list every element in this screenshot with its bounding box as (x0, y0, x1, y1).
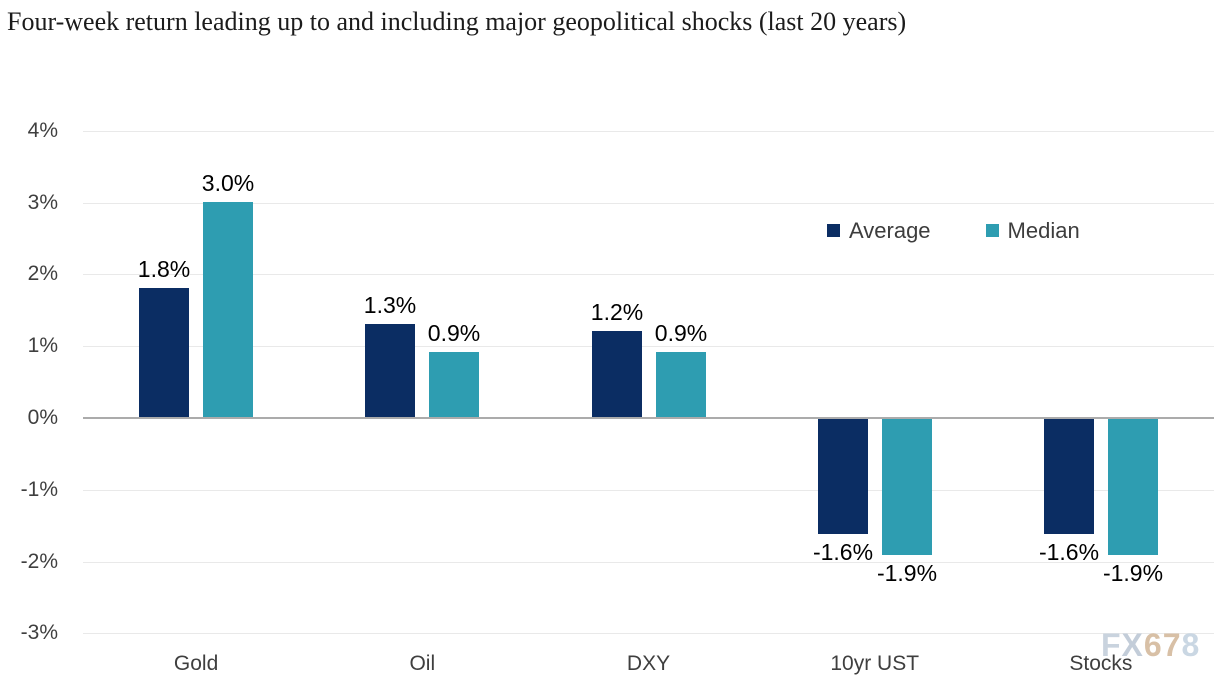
gridline (83, 203, 1214, 204)
y-tick-label: 4% (27, 119, 58, 142)
gridline (83, 562, 1214, 563)
bar (1108, 419, 1158, 555)
x-category-label: Gold (173, 652, 219, 675)
bar-value-label: -1.9% (876, 560, 938, 586)
zero-gridline (83, 417, 1214, 419)
y-tick-label: 2% (27, 262, 58, 285)
bar (656, 352, 706, 417)
bar (818, 419, 868, 534)
bar-value-label: 1.2% (590, 299, 644, 325)
legend-label-average: Average (849, 218, 931, 243)
bar-value-label: 0.9% (427, 320, 481, 346)
bar-value-label: -1.6% (1038, 539, 1100, 565)
bar-value-label: 3.0% (201, 170, 255, 196)
bar-value-label: 1.8% (137, 256, 191, 282)
bar (429, 352, 479, 417)
x-category-label: Oil (409, 652, 436, 675)
watermark-char: F (1101, 627, 1122, 663)
gridline (83, 346, 1214, 347)
legend-item-median: Median (985, 217, 1080, 244)
legend-item-average: Average (827, 217, 931, 244)
bar (1044, 419, 1094, 534)
gridline (83, 131, 1214, 132)
gridline (83, 274, 1214, 275)
y-tick-label: -3% (20, 621, 58, 644)
bar (365, 324, 415, 417)
x-category-label: 10yr UST (830, 652, 920, 675)
legend-label-median: Median (1007, 218, 1080, 243)
watermark-char: 6 (1143, 627, 1163, 663)
y-tick-label: 3% (27, 191, 58, 214)
x-category-label: Stocks (1069, 652, 1133, 675)
gridline (83, 633, 1214, 634)
bar-value-label: 0.9% (654, 320, 708, 346)
bar-value-label: -1.6% (812, 539, 874, 565)
gridline (83, 490, 1214, 491)
average-swatch-icon (827, 224, 840, 237)
bar (592, 331, 642, 417)
legend: Average Median (827, 217, 1080, 244)
chart-title: Four-week return leading up to and inclu… (7, 7, 907, 36)
bar (882, 419, 932, 555)
y-tick-label: -2% (20, 550, 58, 573)
watermark: FX678 (1101, 627, 1200, 664)
y-tick-label: 1% (27, 334, 58, 357)
watermark-char: X (1121, 627, 1144, 663)
y-tick-label: -1% (20, 478, 58, 501)
bar-value-label: -1.9% (1102, 560, 1164, 586)
median-swatch-icon (985, 224, 999, 237)
bar (203, 202, 253, 417)
y-tick-label: 0% (27, 406, 58, 429)
bar-value-label: 1.3% (363, 292, 417, 318)
watermark-char: 8 (1181, 627, 1201, 663)
bar (139, 288, 189, 417)
x-category-label: DXY (626, 652, 671, 675)
watermark-char: 7 (1162, 627, 1182, 663)
